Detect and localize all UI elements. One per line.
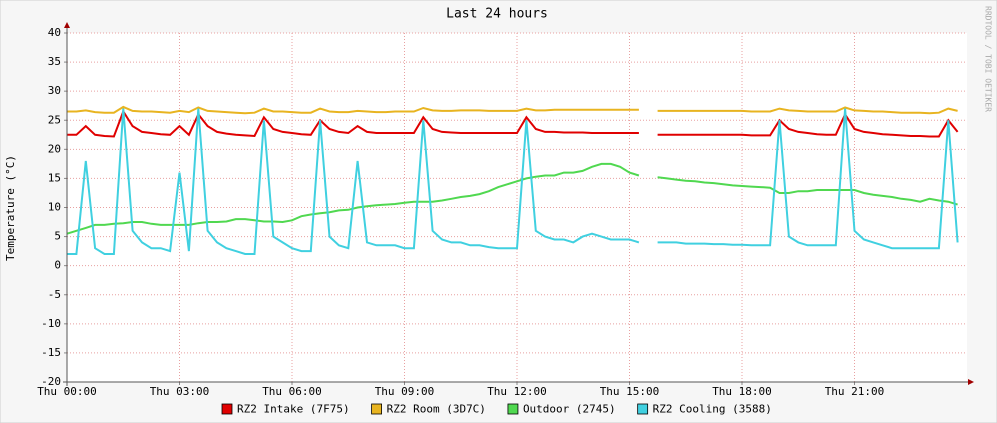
y-tick-label: -20 (41, 375, 61, 388)
series-line (657, 176, 958, 206)
y-tick-label: 40 (48, 26, 61, 39)
legend-label: Outdoor (2745) (523, 403, 616, 416)
x-tick-label: Thu 21:00 (825, 385, 885, 398)
x-tick-label: Thu 09:00 (375, 385, 435, 398)
legend-label: RZ2 Cooling (3588) (653, 403, 772, 416)
y-tick-label: 25 (48, 113, 61, 126)
watermark: RRDTOOL / TOBI OETIKER (984, 6, 993, 112)
legend-swatch (371, 403, 382, 415)
y-tick-label: 15 (48, 171, 61, 184)
y-tick-label: 20 (48, 142, 61, 155)
legend-swatch (507, 403, 519, 415)
x-tick-label: Thu 18:00 (712, 385, 772, 398)
x-tick-label: Thu 03:00 (150, 385, 210, 398)
y-tick-label: -15 (41, 346, 61, 359)
x-axis-arrow (968, 379, 974, 385)
legend-swatch (637, 403, 649, 415)
legend-swatch (221, 403, 233, 415)
series-line (657, 112, 959, 138)
x-tick-label: Thu 06:00 (262, 385, 322, 398)
y-tick-label: 35 (48, 55, 61, 68)
series-line (67, 105, 639, 115)
x-tick-label: Thu 00:00 (37, 385, 97, 398)
legend-label: RZ2 Intake (7F75) (237, 403, 350, 416)
y-axis-arrow (64, 22, 70, 28)
y-tick-label: 10 (48, 201, 61, 214)
y-tick-label: 30 (48, 84, 61, 97)
x-tick-label: Thu 12:00 (487, 385, 547, 398)
y-tick-label: 0 (54, 259, 61, 272)
series-line (657, 106, 958, 115)
y-tick-label: -10 (41, 317, 61, 330)
x-tick-label: Thu 15:00 (600, 385, 660, 398)
y-tick-label: 5 (54, 230, 61, 243)
series-line (67, 108, 640, 255)
y-axis-label: Temperature (°C) (4, 155, 17, 261)
chart-title: Last 24 hours (446, 7, 548, 22)
series-line (67, 109, 639, 138)
y-tick-label: -5 (48, 288, 61, 301)
legend-label: RZ2 Room (3D7C) (387, 403, 486, 416)
series-line (657, 108, 959, 250)
